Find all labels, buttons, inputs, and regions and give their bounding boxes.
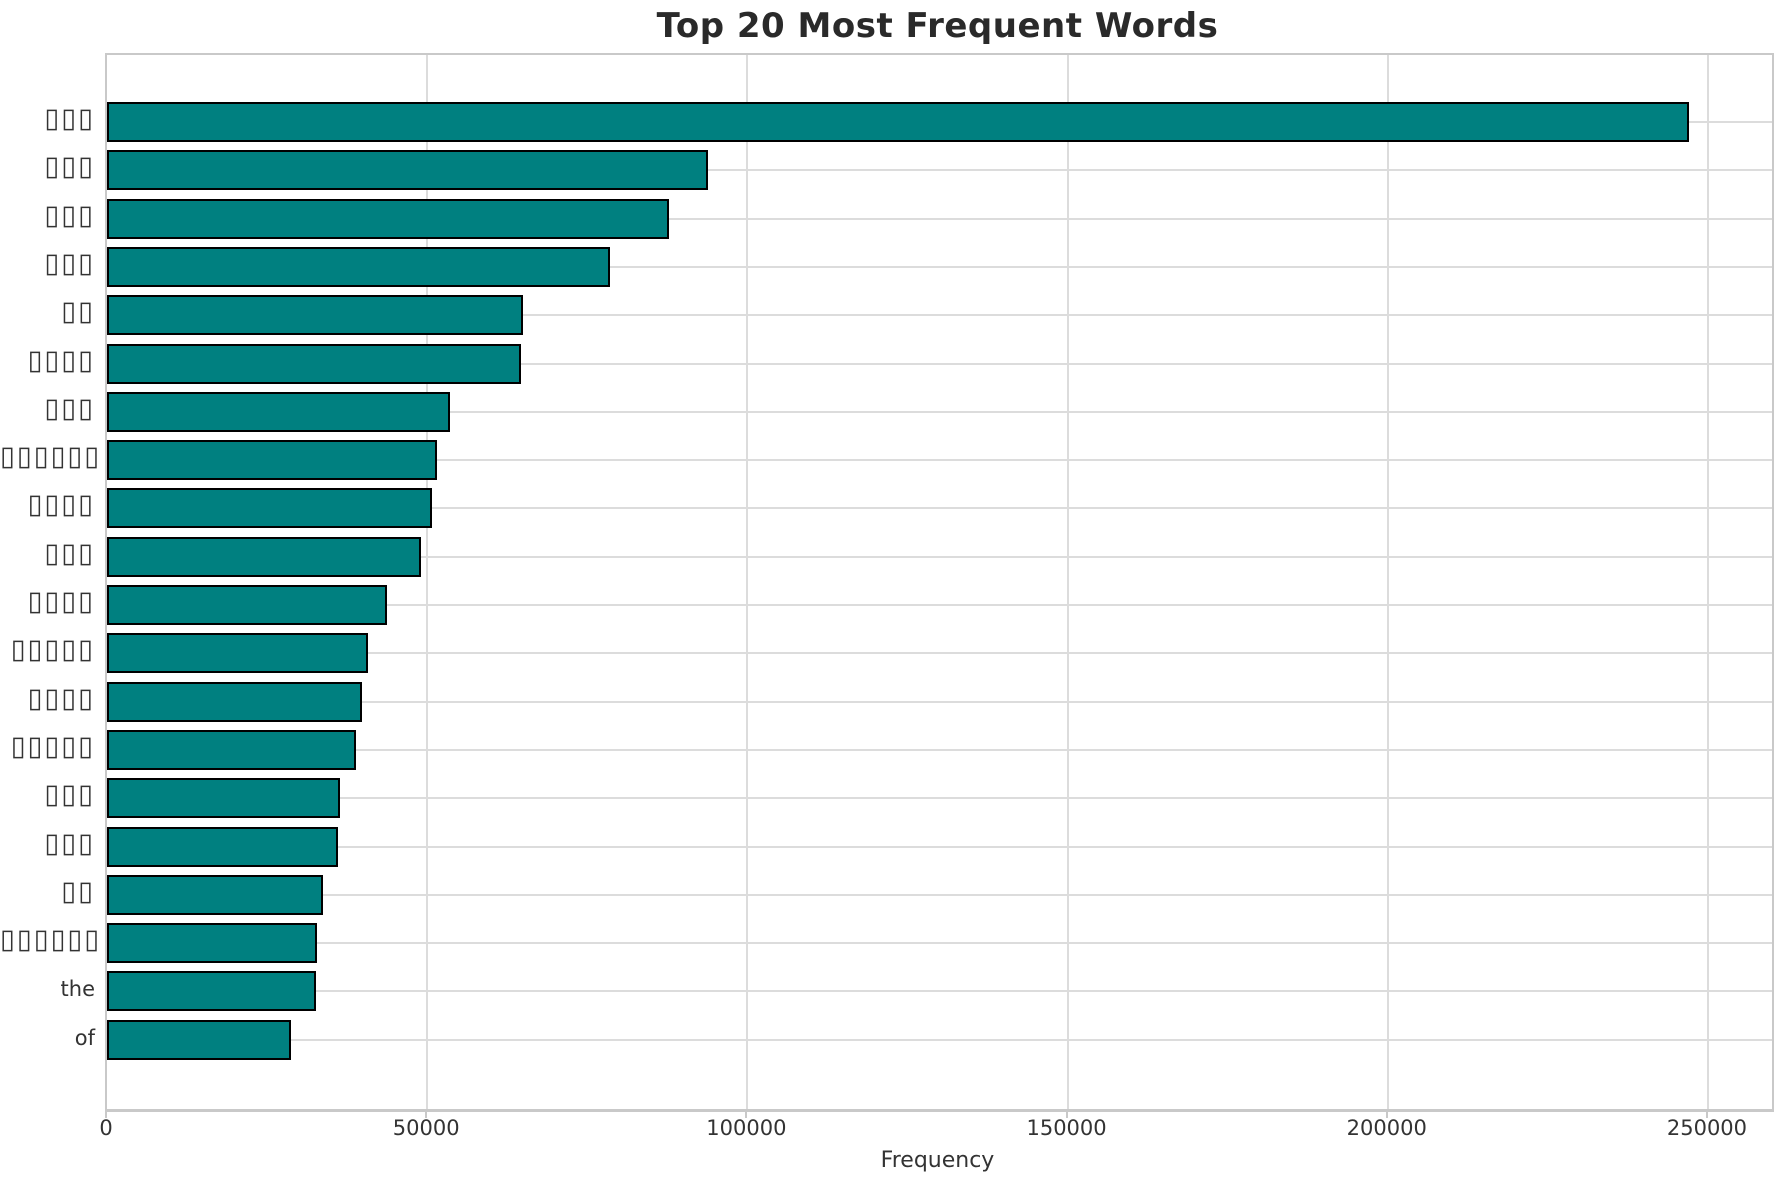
bar xyxy=(107,923,318,964)
bar xyxy=(107,198,670,239)
y-tick-label: ▯▯▯▯ xyxy=(27,489,95,521)
y-tick-label: ▯▯▯▯ xyxy=(27,682,95,714)
y-tick-label: ▯▯▯ xyxy=(44,151,95,183)
bar xyxy=(107,585,387,625)
horizontal-gridline xyxy=(107,507,1772,510)
horizontal-gridline xyxy=(107,893,1772,896)
bar xyxy=(107,246,611,287)
bar xyxy=(107,295,524,336)
y-tick-label: the xyxy=(60,977,95,1002)
x-tick-mark xyxy=(745,1110,748,1118)
bar xyxy=(107,102,1689,142)
horizontal-gridline xyxy=(107,604,1772,606)
horizontal-gridline xyxy=(107,555,1772,558)
x-tick-mark xyxy=(105,1110,107,1118)
x-tick-mark xyxy=(425,1110,428,1118)
horizontal-gridline xyxy=(107,410,1772,413)
x-tick-label: 0 xyxy=(99,1116,113,1140)
bar xyxy=(107,536,421,577)
y-tick-label: ▯▯▯ xyxy=(44,247,95,279)
bar xyxy=(107,440,438,481)
y-tick-label: of xyxy=(74,1025,95,1050)
y-tick-label: ▯▯▯▯▯ xyxy=(10,634,95,666)
x-tick-label: 50000 xyxy=(392,1116,460,1140)
bar xyxy=(107,778,341,819)
vertical-gridline xyxy=(1066,55,1069,1109)
vertical-gridline xyxy=(426,55,429,1109)
bar xyxy=(107,729,357,770)
bar xyxy=(107,874,323,915)
bar xyxy=(107,633,368,674)
y-tick-label: ▯▯▯ xyxy=(44,827,95,859)
horizontal-gridline xyxy=(107,845,1772,848)
horizontal-gridline xyxy=(107,797,1772,800)
chart-title: Top 20 Most Frequent Words xyxy=(656,6,1219,46)
horizontal-gridline xyxy=(107,652,1772,655)
horizontal-gridline xyxy=(107,1038,1772,1041)
y-tick-label: ▯▯▯▯ xyxy=(27,344,95,376)
x-tick-label: 200000 xyxy=(1346,1116,1427,1140)
x-tick-label: 100000 xyxy=(706,1116,787,1140)
x-tick-mark xyxy=(1065,1110,1068,1118)
horizontal-gridline xyxy=(107,748,1772,751)
x-axis-title: Frequency xyxy=(880,1148,995,1173)
horizontal-gridline xyxy=(107,169,1772,172)
vertical-gridline xyxy=(1386,55,1389,1109)
x-tick-mark xyxy=(1385,1110,1388,1118)
bar xyxy=(107,971,316,1012)
y-tick-label: ▯▯▯ xyxy=(44,779,95,811)
y-tick-label: ▯▯▯ xyxy=(44,103,95,134)
y-tick-label: ▯▯▯▯▯▯ xyxy=(0,441,102,473)
horizontal-gridline xyxy=(107,314,1772,317)
horizontal-gridline xyxy=(107,265,1772,268)
y-tick-label: ▯▯▯ xyxy=(44,537,95,569)
vertical-gridline xyxy=(746,55,749,1109)
horizontal-gridline xyxy=(107,217,1772,220)
bar xyxy=(107,150,709,191)
y-tick-label: ▯▯▯▯ xyxy=(27,586,95,617)
horizontal-gridline xyxy=(107,990,1772,993)
vertical-gridline xyxy=(1706,55,1709,1109)
bar xyxy=(107,1019,291,1060)
x-tick-label: 250000 xyxy=(1666,1116,1748,1140)
plot-area xyxy=(105,53,1774,1112)
y-tick-label: ▯▯▯ xyxy=(44,199,95,231)
x-tick-label: 150000 xyxy=(1026,1116,1107,1140)
horizontal-gridline xyxy=(107,700,1772,703)
bar xyxy=(107,391,451,432)
y-tick-label: ▯▯ xyxy=(61,875,95,907)
y-tick-label: ▯▯▯ xyxy=(44,392,95,424)
y-tick-label: ▯▯ xyxy=(61,296,95,328)
x-tick-mark xyxy=(1705,1110,1708,1118)
bar xyxy=(107,826,338,867)
y-tick-label: ▯▯▯▯▯▯ xyxy=(0,924,102,956)
horizontal-gridline xyxy=(107,362,1772,365)
horizontal-gridline xyxy=(107,942,1772,945)
horizontal-gridline xyxy=(107,459,1772,462)
bar xyxy=(107,488,432,529)
y-tick-label: ▯▯▯▯▯ xyxy=(10,730,95,762)
bar xyxy=(107,343,521,384)
bar xyxy=(107,681,362,722)
